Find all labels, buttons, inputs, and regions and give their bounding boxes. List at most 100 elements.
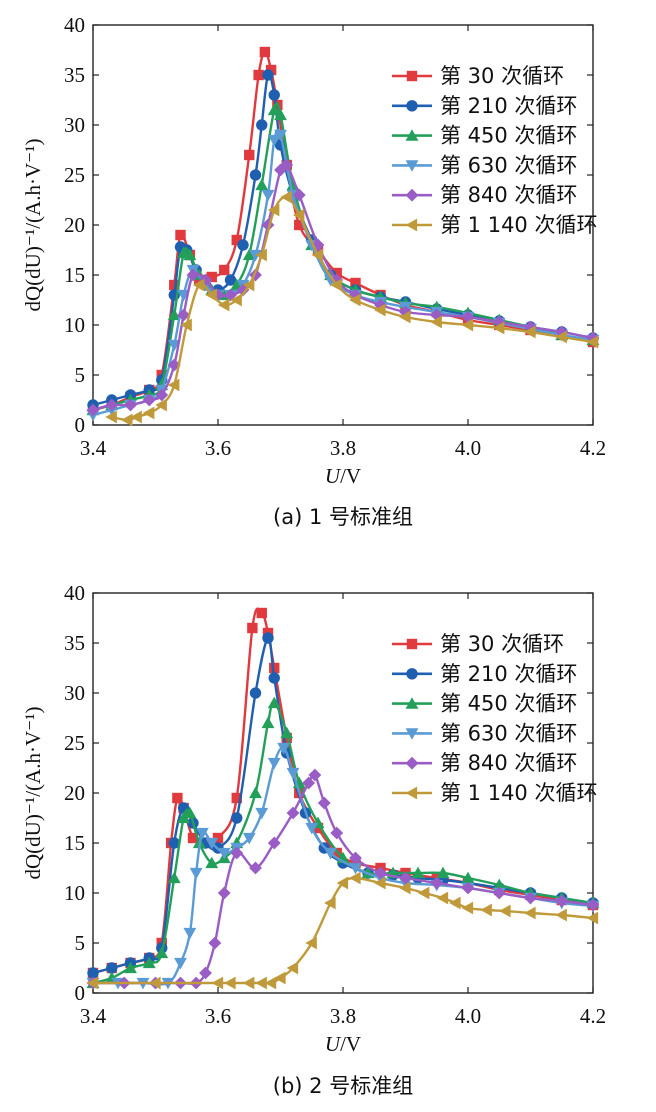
data-point (211, 976, 224, 990)
data-point (186, 268, 200, 282)
data-point (142, 956, 156, 969)
data-point (167, 358, 181, 372)
data-point (86, 976, 99, 990)
legend-label: 第 1 140 次循环 (440, 781, 597, 805)
data-point (331, 847, 342, 859)
data-point (324, 896, 336, 910)
data-point (324, 847, 337, 860)
x-tick-label: 4.2 (580, 1004, 606, 1028)
data-point (280, 190, 292, 204)
data-point (461, 881, 475, 895)
legend-marker (405, 786, 418, 800)
data-point (255, 178, 269, 191)
data-point (399, 881, 411, 895)
data-point (524, 320, 537, 334)
data-point (268, 89, 280, 101)
data-point (349, 871, 361, 885)
x-tick-label: 3.6 (205, 436, 231, 460)
data-point (330, 273, 344, 287)
data-point (480, 903, 492, 917)
data-point (436, 891, 449, 905)
data-point (430, 876, 444, 890)
data-point (268, 672, 280, 684)
data-point (205, 856, 219, 869)
data-point (124, 961, 137, 974)
data-point (430, 315, 442, 329)
legend-marker (405, 218, 418, 232)
legend-item: 第 450 次循环 (392, 124, 577, 148)
data-point (417, 886, 430, 900)
chart-a: 0 5 10 15 20 25 30 35 40 3.4 3.6 3.8 4.0 4.2 U/V dQ(dU)… (21, 13, 606, 529)
data-point (555, 908, 567, 922)
data-point (175, 229, 186, 241)
y-tick-label: 15 (64, 831, 85, 855)
legend-label: 第 450 次循环 (440, 124, 577, 148)
data-point (261, 218, 275, 232)
data-point (261, 716, 275, 729)
data-point (249, 786, 262, 799)
y-tick-label: 20 (64, 213, 85, 237)
data-point (120, 413, 133, 427)
y-tick-label: 10 (64, 881, 85, 905)
data-point (586, 898, 600, 912)
data-point (374, 876, 386, 890)
x-tick-label: 3.8 (330, 1004, 356, 1028)
legend-item: 第 450 次循环 (392, 692, 577, 716)
legend-item: 第 630 次循环 (392, 153, 577, 177)
data-point (492, 878, 506, 891)
legend-item: 第 210 次循环 (392, 94, 577, 118)
series-line (92, 701, 594, 985)
x-tick-label: 4.2 (580, 436, 606, 460)
legend-marker (406, 668, 418, 680)
data-point (374, 298, 387, 312)
x-tick-label: 3.6 (205, 1004, 231, 1028)
data-point (142, 406, 155, 420)
data-point (330, 278, 342, 292)
data-point (183, 806, 197, 819)
data-point (142, 393, 156, 407)
data-point (155, 398, 167, 412)
data-point (399, 310, 411, 324)
series-line (92, 636, 594, 975)
data-point (280, 726, 294, 739)
y-tick-label: 25 (64, 163, 85, 187)
data-point (256, 119, 268, 131)
data-point (294, 219, 305, 231)
data-point (255, 248, 267, 262)
data-point (411, 866, 425, 879)
legend-marker (405, 728, 419, 740)
data-point (292, 188, 306, 202)
legend-marker (406, 638, 418, 650)
data-point (308, 768, 322, 782)
data-point (436, 866, 450, 879)
data-point (305, 822, 319, 835)
y-tick-label: 30 (64, 681, 85, 705)
data-point (492, 886, 506, 900)
data-point (461, 318, 474, 332)
data-point (195, 827, 209, 840)
data-point (206, 271, 217, 283)
x-axis-label: U/V (325, 464, 361, 488)
legend-label: 第 30 次循环 (440, 632, 564, 656)
y-axis-label: dQ(dU)⁻¹/(A.h·V⁻¹) (21, 139, 45, 312)
x-tick-label: 3.4 (80, 436, 107, 460)
data-point (199, 273, 212, 287)
legend-item: 第 630 次循环 (392, 721, 577, 745)
legend-label: 第 840 次循环 (440, 751, 577, 775)
legend-label: 第 1 140 次循环 (440, 213, 597, 237)
data-point (267, 203, 280, 217)
data-point (242, 832, 256, 845)
series-5 (86, 871, 599, 990)
series-line (92, 160, 594, 412)
data-point (555, 894, 569, 908)
legend-marker (405, 697, 419, 709)
legend-marker (406, 70, 418, 82)
data-point (430, 308, 444, 322)
data-point (249, 268, 262, 282)
data-point (167, 871, 181, 884)
data-point (492, 315, 506, 329)
data-point (492, 321, 505, 335)
data-point (183, 248, 197, 261)
